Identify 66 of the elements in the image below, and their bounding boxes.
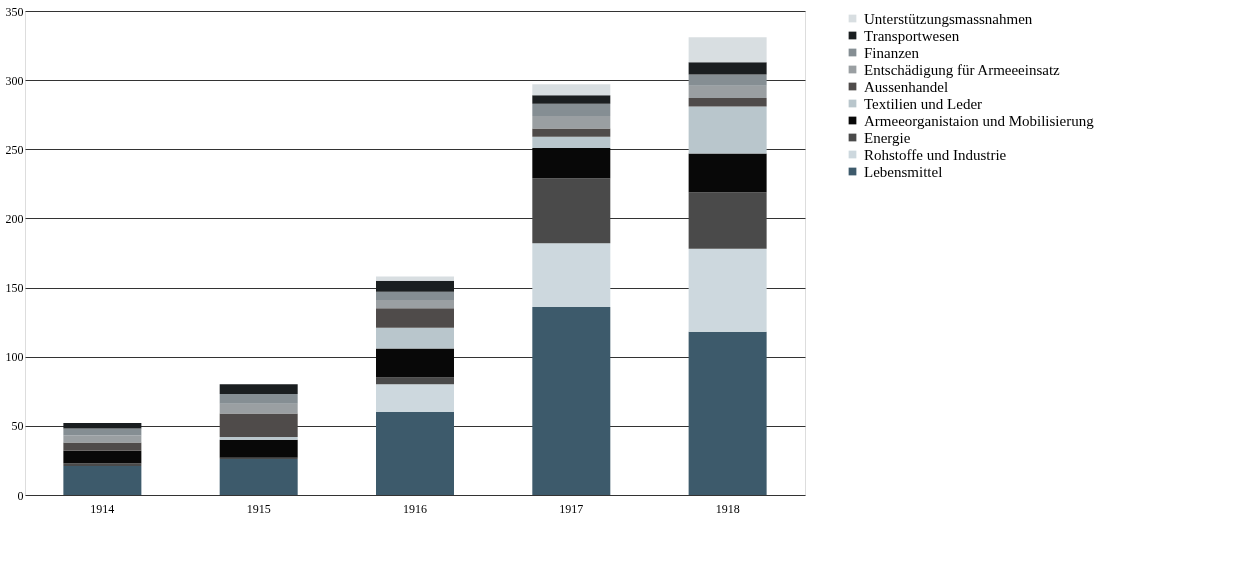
- x-tick-label: 1918: [715, 501, 740, 516]
- legend-label: Armeeorganistaion und Mobilisierung: [864, 112, 1095, 129]
- bar: [219, 403, 298, 414]
- bar: [532, 136, 611, 148]
- y-tick-label: 100: [5, 350, 24, 365]
- bar: [688, 98, 767, 107]
- bar: [688, 85, 767, 99]
- bar: [688, 331, 767, 495]
- bar: [219, 394, 298, 404]
- bar: [219, 459, 298, 495]
- legend-label: Unterstützungsmassnahmen: [864, 10, 1033, 27]
- bar: [63, 423, 142, 429]
- x-tick-label: 1914: [90, 501, 115, 516]
- bar: [688, 74, 767, 86]
- bar: [63, 442, 142, 451]
- bar: [219, 436, 298, 440]
- legend-label: Aussenhandel: [864, 78, 949, 95]
- x-tick-label: 1916: [403, 501, 427, 516]
- y-tick-label: 50: [11, 419, 24, 434]
- bar: [532, 147, 611, 179]
- bar: [219, 413, 298, 437]
- x-tick-label: 1915: [246, 501, 271, 516]
- bar: [376, 377, 454, 385]
- bar: [688, 192, 767, 249]
- bar: [376, 384, 454, 413]
- y-tick-label: 0: [17, 488, 24, 503]
- bar: [532, 128, 611, 137]
- bar: [219, 439, 298, 458]
- bar: [63, 450, 142, 464]
- y-tick-label: 300: [5, 73, 24, 88]
- bar: [219, 384, 298, 395]
- y-tick-label: 200: [5, 211, 24, 226]
- legend-label: Rohstoffe und Industrie: [864, 146, 1007, 163]
- bar: [376, 327, 454, 349]
- bar: [688, 62, 767, 75]
- bar: [63, 465, 142, 495]
- bar: [376, 348, 454, 378]
- bar: [532, 178, 611, 244]
- bar: [376, 291, 454, 301]
- legend-label: Entschädigung für Armeeeinsatz: [864, 61, 1061, 78]
- bar: [688, 248, 767, 332]
- bar: [376, 280, 454, 292]
- bar: [376, 300, 454, 309]
- bar: [532, 243, 611, 307]
- bar: [532, 306, 611, 495]
- bar: [688, 106, 767, 154]
- legend-label: Transportwesen: [864, 27, 960, 44]
- x-tick-label: 1917: [559, 501, 584, 516]
- bar: [688, 37, 767, 63]
- bar: [688, 153, 767, 193]
- bar: [376, 276, 454, 281]
- legend-label: Finanzen: [864, 44, 920, 61]
- bar: [532, 84, 611, 96]
- bar: [376, 308, 454, 328]
- y-tick-label: 150: [5, 281, 24, 296]
- legend-label: Lebensmittel: [864, 163, 943, 180]
- bar: [532, 116, 611, 129]
- bar: [532, 103, 611, 117]
- bar: [376, 412, 454, 495]
- y-tick-label: 350: [5, 4, 24, 19]
- bar: [63, 463, 142, 466]
- bar: [63, 428, 142, 436]
- legend-label: Energie: [864, 129, 911, 146]
- bar: [532, 95, 611, 104]
- y-tick-label: 250: [5, 142, 24, 157]
- legend-label: Textilien und Leder: [864, 95, 983, 112]
